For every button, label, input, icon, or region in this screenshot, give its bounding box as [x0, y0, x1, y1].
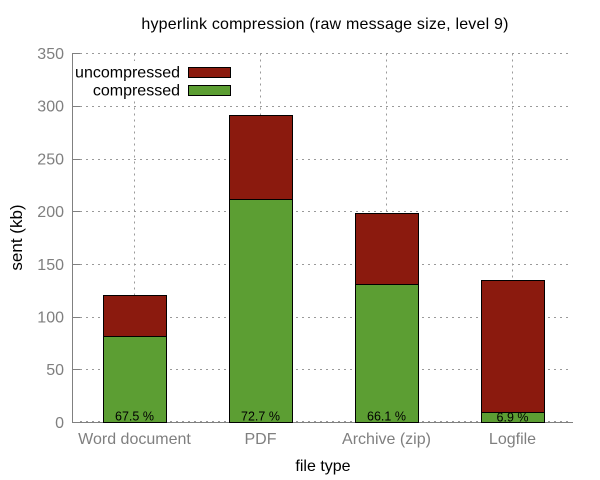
svg-text:300: 300 — [37, 99, 64, 116]
svg-text:200: 200 — [37, 204, 64, 221]
svg-text:hyperlink compression (raw mes: hyperlink compression (raw message size,… — [141, 16, 508, 33]
svg-text:0: 0 — [55, 415, 64, 432]
svg-text:150: 150 — [37, 257, 64, 274]
svg-text:67.5 %: 67.5 % — [115, 409, 154, 423]
svg-text:250: 250 — [37, 151, 64, 168]
svg-text:100: 100 — [37, 310, 64, 327]
svg-text:50: 50 — [46, 362, 64, 379]
svg-text:72.7 %: 72.7 % — [241, 409, 280, 423]
svg-text:sent (kb): sent (kb) — [7, 204, 26, 270]
svg-text:66.1 %: 66.1 % — [367, 409, 406, 423]
svg-text:Archive (zip): Archive (zip) — [342, 431, 431, 448]
svg-text:uncompressed: uncompressed — [75, 65, 180, 82]
svg-text:6.9 %: 6.9 % — [497, 410, 529, 424]
svg-text:file type: file type — [295, 458, 350, 475]
svg-text:compressed: compressed — [93, 83, 180, 100]
svg-text:Word document: Word document — [78, 431, 191, 448]
svg-text:Logfile: Logfile — [489, 431, 536, 448]
svg-text:PDF: PDF — [245, 431, 277, 448]
svg-text:350: 350 — [37, 46, 64, 63]
